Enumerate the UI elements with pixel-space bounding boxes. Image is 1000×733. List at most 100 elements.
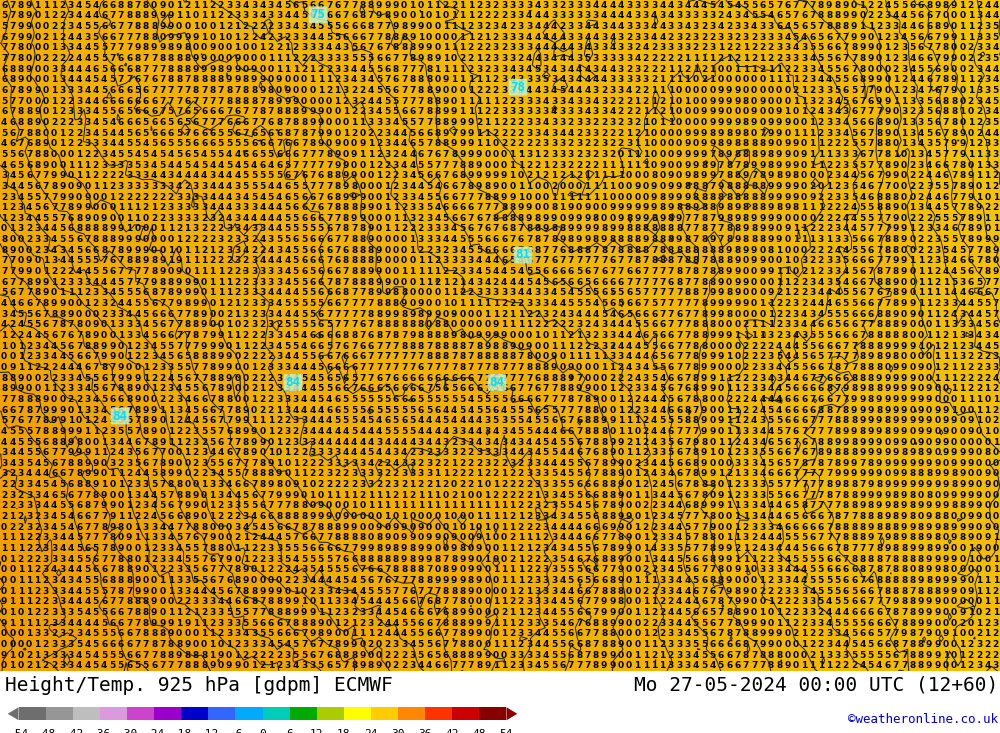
- Text: 6: 6: [401, 416, 407, 425]
- Text: 6: 6: [334, 544, 341, 553]
- Text: 3: 3: [626, 43, 632, 53]
- Text: 4: 4: [901, 22, 907, 31]
- Text: 1: 1: [493, 661, 499, 670]
- Text: 9: 9: [168, 619, 174, 627]
- Text: 6: 6: [501, 235, 507, 244]
- Text: 2: 2: [393, 650, 399, 660]
- Text: 1: 1: [484, 310, 491, 319]
- Text: 8: 8: [984, 448, 991, 457]
- Text: 9: 9: [851, 427, 857, 436]
- Text: 4: 4: [993, 65, 999, 74]
- Text: 9: 9: [901, 235, 907, 244]
- Text: 0: 0: [68, 182, 74, 191]
- Text: 5: 5: [943, 246, 949, 255]
- Text: 9: 9: [868, 427, 874, 436]
- Text: 0: 0: [309, 97, 316, 106]
- Text: 7: 7: [318, 150, 324, 159]
- Text: 5: 5: [301, 1, 307, 10]
- Text: 6: 6: [826, 33, 832, 42]
- Text: 0: 0: [318, 491, 324, 500]
- Text: 0: 0: [876, 43, 882, 53]
- Text: 1: 1: [376, 501, 382, 510]
- Text: 7: 7: [168, 320, 174, 329]
- Text: 1: 1: [393, 214, 399, 223]
- Text: 0: 0: [93, 310, 99, 319]
- Text: 9: 9: [468, 118, 474, 127]
- Text: 0: 0: [101, 331, 107, 340]
- Text: 5: 5: [109, 629, 116, 638]
- Text: 8: 8: [818, 405, 824, 415]
- Text: 7: 7: [401, 331, 407, 340]
- Text: 0: 0: [734, 353, 741, 361]
- Text: 4: 4: [468, 395, 474, 404]
- Text: 3: 3: [534, 459, 541, 468]
- Text: 8: 8: [226, 86, 232, 95]
- Text: 8: 8: [876, 331, 882, 340]
- Text: 6: 6: [776, 459, 782, 468]
- Text: 2: 2: [934, 267, 941, 276]
- Text: 2: 2: [609, 374, 616, 383]
- Text: 3: 3: [676, 661, 682, 670]
- Text: 0: 0: [943, 661, 949, 670]
- Text: 8: 8: [451, 555, 457, 564]
- Text: 7: 7: [859, 459, 866, 468]
- Text: 3: 3: [401, 459, 407, 468]
- Text: 1: 1: [951, 384, 957, 393]
- Text: 3: 3: [76, 278, 82, 287]
- Text: 8: 8: [368, 1, 374, 10]
- Text: 6: 6: [318, 235, 324, 244]
- Text: 7: 7: [693, 544, 699, 553]
- Text: 3: 3: [843, 193, 849, 202]
- Text: 1: 1: [609, 363, 616, 372]
- Text: 1: 1: [301, 480, 307, 489]
- Text: 7: 7: [18, 288, 24, 298]
- Text: 6: 6: [893, 650, 899, 660]
- Text: 0: 0: [909, 353, 916, 361]
- Text: 1: 1: [643, 534, 649, 542]
- Text: 3: 3: [276, 12, 282, 21]
- Text: 4: 4: [84, 43, 91, 53]
- Text: 9: 9: [884, 512, 891, 521]
- Text: 1: 1: [951, 331, 957, 340]
- Text: 9: 9: [726, 586, 732, 596]
- Text: 4: 4: [768, 501, 774, 510]
- Text: 4: 4: [226, 480, 232, 489]
- Text: 5: 5: [568, 480, 574, 489]
- Text: 1: 1: [951, 629, 957, 638]
- Text: 6: 6: [859, 586, 866, 596]
- Text: 5: 5: [184, 384, 191, 393]
- Text: 5: 5: [584, 544, 591, 553]
- Text: 0: 0: [393, 246, 399, 255]
- Text: 9: 9: [884, 374, 891, 383]
- Text: 5: 5: [393, 427, 399, 436]
- Text: 1: 1: [626, 150, 632, 159]
- Bar: [452, 707, 479, 721]
- Text: 1: 1: [9, 555, 16, 564]
- Text: 5: 5: [84, 586, 91, 596]
- Text: 6: 6: [359, 43, 366, 53]
- Text: 4: 4: [384, 597, 391, 606]
- Text: 9: 9: [584, 384, 591, 393]
- Text: 9: 9: [176, 43, 182, 53]
- Text: 7: 7: [684, 331, 691, 340]
- Text: 7: 7: [651, 246, 657, 255]
- Text: 4: 4: [693, 597, 699, 606]
- Text: 9: 9: [459, 576, 466, 585]
- Text: 7: 7: [609, 267, 616, 276]
- Text: 9: 9: [743, 619, 749, 627]
- Text: 0: 0: [743, 310, 749, 319]
- Text: 2: 2: [468, 469, 474, 479]
- Text: 9: 9: [726, 544, 732, 553]
- Text: 8: 8: [576, 650, 582, 660]
- Text: 9: 9: [634, 182, 641, 191]
- Text: 7: 7: [426, 150, 432, 159]
- Text: 1: 1: [509, 619, 516, 627]
- Text: 7: 7: [959, 224, 966, 234]
- Text: 0: 0: [718, 320, 724, 329]
- Text: 9: 9: [59, 182, 66, 191]
- Text: 1: 1: [951, 353, 957, 361]
- Text: 4: 4: [559, 43, 566, 53]
- Text: 3: 3: [809, 65, 816, 74]
- Text: 8: 8: [793, 203, 799, 212]
- Text: 1: 1: [209, 650, 216, 660]
